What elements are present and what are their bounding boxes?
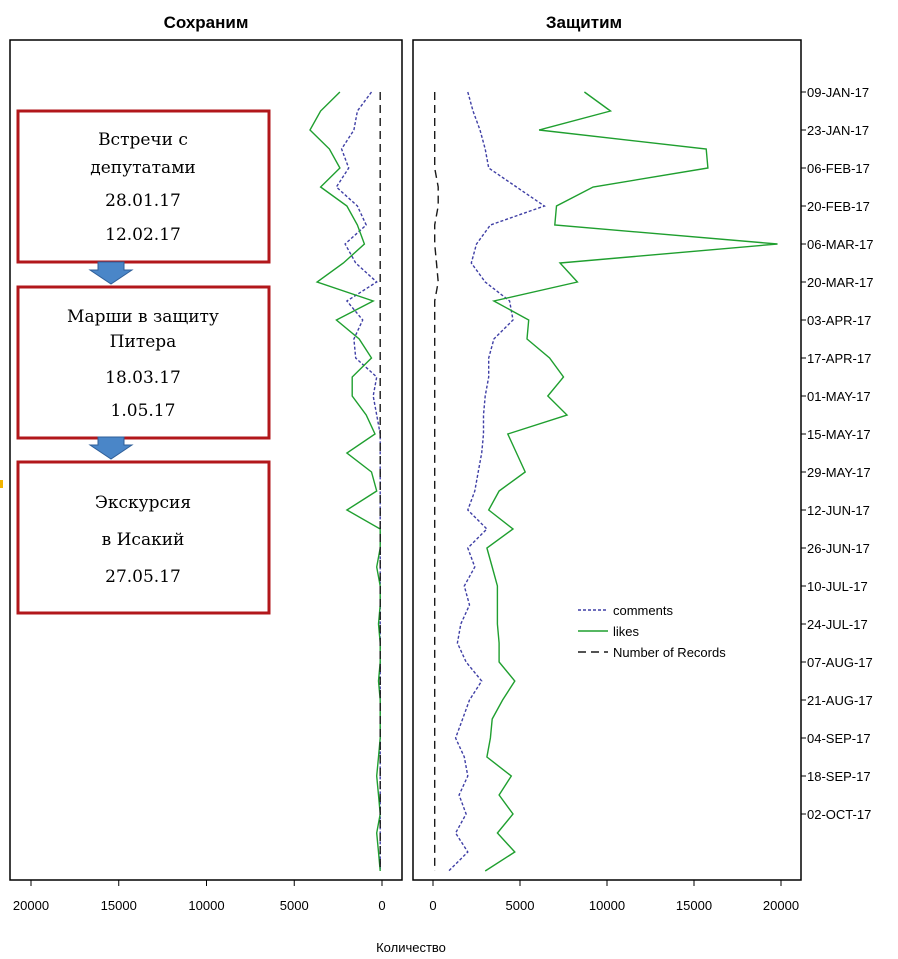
- annotation-line: Экскурсия: [95, 493, 191, 513]
- edge-mark: [0, 480, 3, 488]
- x-tick-label: 10000: [589, 898, 625, 913]
- left-plot-area: [309, 91, 381, 872]
- date-tick-label: 20-FEB-17: [807, 199, 870, 214]
- date-tick-label: 18-SEP-17: [807, 769, 871, 784]
- date-tick-label: 29-MAY-17: [807, 465, 871, 480]
- annotation-box-excursion: [16, 460, 271, 615]
- date-tick-label: 26-JUN-17: [807, 541, 870, 556]
- date-tick-label: 17-APR-17: [807, 351, 871, 366]
- date-tick-label: 21-AUG-17: [807, 693, 873, 708]
- date-tick-label: 06-FEB-17: [807, 161, 870, 176]
- legend: comments likes Number of Records: [578, 603, 726, 660]
- annotation-box-marches: [16, 285, 271, 440]
- down-arrow-icon: [88, 261, 134, 285]
- date-tick-label: 01-MAY-17: [807, 389, 871, 404]
- date-tick-label: 15-MAY-17: [807, 427, 871, 442]
- annotation-line: 28.01.17: [105, 191, 181, 211]
- x-tick-label: 5000: [506, 898, 535, 913]
- right-series-likes: [484, 91, 778, 872]
- date-tick-label: 23-JAN-17: [807, 123, 869, 138]
- date-axis: 09-JAN-17 23-JAN-17 06-FEB-17 20-FEB-17 06-M…: [801, 85, 873, 822]
- x-axis-label: Количество: [376, 940, 446, 955]
- down-arrow-icon: [88, 436, 134, 460]
- left-series-comments: [335, 91, 381, 871]
- date-tick-label: 20-MAR-17: [807, 275, 873, 290]
- annotation-line: Питера: [110, 332, 177, 352]
- annotation-line: Марши в защиту: [67, 307, 219, 327]
- right-panel-frame: [412, 39, 802, 881]
- right-plot-area: [434, 91, 778, 872]
- date-tick-label: 03-APR-17: [807, 313, 871, 328]
- date-tick-label: 02-OCT-17: [807, 807, 871, 822]
- annotation-line: 27.05.17: [105, 567, 181, 587]
- right-series-records: [434, 92, 439, 871]
- date-tick-label: 04-SEP-17: [807, 731, 871, 746]
- x-tick-label: 0: [429, 898, 436, 913]
- date-tick-label: 06-MAR-17: [807, 237, 873, 252]
- legend-label-likes: likes: [613, 624, 640, 639]
- annotation-line: Встречи с: [98, 130, 188, 150]
- annotation-line: 18.03.17: [105, 368, 181, 388]
- legend-label-comments: comments: [613, 603, 673, 618]
- date-tick-label: 10-JUL-17: [807, 579, 868, 594]
- date-tick-label: 12-JUN-17: [807, 503, 870, 518]
- annotation-line: 12.02.17: [105, 225, 181, 245]
- x-tick-label: 5000: [280, 898, 309, 913]
- x-tick-label: 15000: [101, 898, 137, 913]
- x-tick-label: 15000: [676, 898, 712, 913]
- date-tick-label: 24-JUL-17: [807, 617, 868, 632]
- event-annotations: Встречи с депутатами 28.01.17 12.02.17 М…: [16, 109, 271, 615]
- annotation-box-meetings: [16, 109, 271, 264]
- right-panel-title: Защитим: [546, 13, 622, 32]
- annotation-line: депутатами: [90, 158, 196, 178]
- date-tick-label: 09-JAN-17: [807, 85, 869, 100]
- right-series-comments: [448, 91, 546, 872]
- x-tick-label: 10000: [188, 898, 224, 913]
- annotation-line: в Исакий: [102, 530, 185, 550]
- x-tick-label: 20000: [763, 898, 799, 913]
- left-panel-title: Сохраним: [164, 13, 249, 32]
- legend-label-records: Number of Records: [613, 645, 726, 660]
- date-tick-label: 07-AUG-17: [807, 655, 873, 670]
- x-tick-label: 20000: [13, 898, 49, 913]
- annotation-line: 1.05.17: [111, 401, 176, 421]
- right-x-axis: 0 5000 10000 15000 20000: [429, 880, 799, 913]
- left-x-axis: 20000 15000 10000 5000 0: [13, 880, 386, 913]
- x-tick-label: 0: [378, 898, 385, 913]
- left-series-likes: [309, 91, 381, 872]
